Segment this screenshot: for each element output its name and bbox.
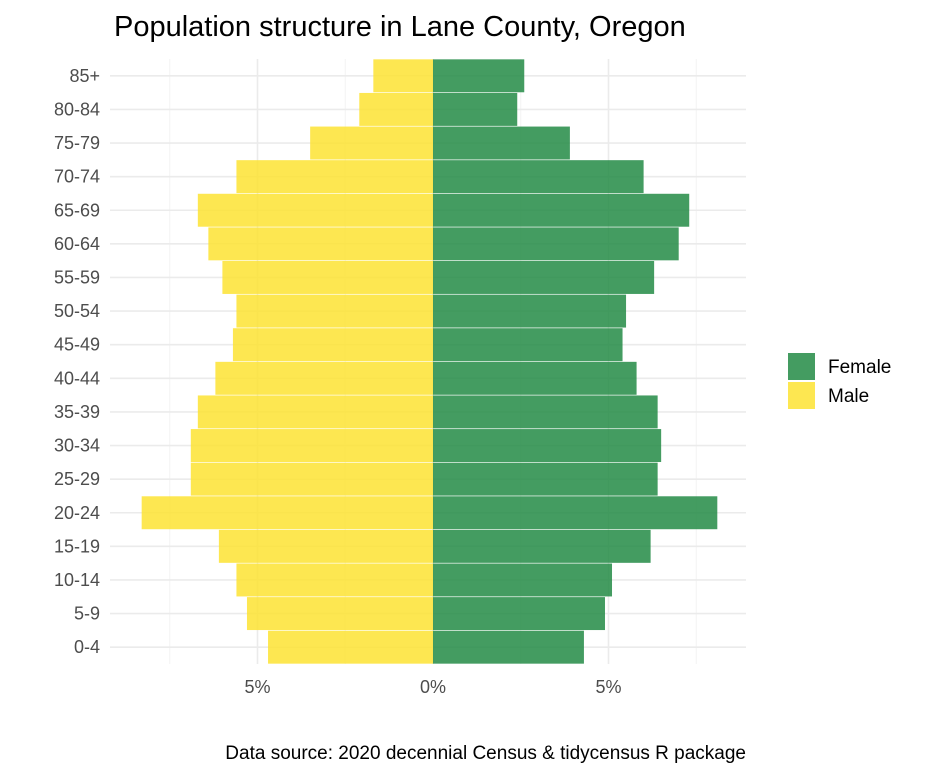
male-bar-85+ xyxy=(373,59,433,93)
y-tick-label: 70-74 xyxy=(54,167,100,187)
y-tick-label: 55-59 xyxy=(54,267,100,287)
male-bar-60-64 xyxy=(208,227,433,261)
y-tick-label: 0-4 xyxy=(74,637,100,657)
y-tick-label: 25-29 xyxy=(54,469,100,489)
y-tick-label: 45-49 xyxy=(54,335,100,355)
female-bar-45-49 xyxy=(433,328,623,362)
female-bar-25-29 xyxy=(433,462,658,496)
legend-key-female xyxy=(788,353,815,380)
legend-label-female: Female xyxy=(828,357,891,378)
male-bar-10-14 xyxy=(236,563,433,597)
y-tick-label: 50-54 xyxy=(54,301,100,321)
y-tick-label: 35-39 xyxy=(54,402,100,422)
bars xyxy=(141,59,718,664)
female-bar-35-39 xyxy=(433,395,658,429)
male-bar-75-79 xyxy=(310,126,433,160)
x-tick-label: 0% xyxy=(420,677,446,697)
male-bar-35-39 xyxy=(197,395,433,429)
male-bar-15-19 xyxy=(218,529,433,563)
chart-title: Population structure in Lane County, Ore… xyxy=(114,11,686,43)
male-bar-30-34 xyxy=(190,429,433,462)
y-tick-label: 30-34 xyxy=(54,436,100,456)
female-bar-80-84 xyxy=(433,92,518,126)
female-bar-70-74 xyxy=(433,160,644,194)
female-bar-60-64 xyxy=(433,227,679,261)
legend-key-male xyxy=(788,382,815,409)
y-tick-label: 60-64 xyxy=(54,234,100,254)
female-bar-5-9 xyxy=(433,597,605,631)
male-bar-65-69 xyxy=(197,193,433,227)
y-tick-label: 80-84 xyxy=(54,99,100,119)
legend: Female Male xyxy=(788,353,891,409)
legend-label-male: Male xyxy=(828,386,869,407)
male-bar-45-49 xyxy=(232,328,433,362)
male-bar-50-54 xyxy=(236,294,433,328)
male-bar-5-9 xyxy=(246,597,433,631)
male-bar-20-24 xyxy=(141,496,434,530)
chart-caption: Data source: 2020 decennial Census & tid… xyxy=(225,743,746,764)
female-bar-0-4 xyxy=(433,630,584,664)
female-bar-50-54 xyxy=(433,294,627,328)
female-bar-85+ xyxy=(433,59,525,93)
male-bar-0-4 xyxy=(268,630,433,664)
female-bar-30-34 xyxy=(433,429,662,462)
male-bar-25-29 xyxy=(190,462,433,496)
female-bar-40-44 xyxy=(433,361,637,395)
y-tick-label: 40-44 xyxy=(54,368,100,388)
female-bar-65-69 xyxy=(433,193,690,227)
male-bar-70-74 xyxy=(236,160,433,194)
y-tick-label: 75-79 xyxy=(54,133,100,153)
female-bar-15-19 xyxy=(433,529,651,563)
y-axis-tick-labels: 0-4 5-9 10-14 15-19 20-24 25-29 30-34 35-39 40-4… xyxy=(54,66,100,657)
y-tick-label: 85+ xyxy=(69,66,100,86)
female-bar-10-14 xyxy=(433,563,613,597)
female-bar-55-59 xyxy=(433,261,655,294)
female-bar-20-24 xyxy=(433,496,718,530)
x-axis-tick-labels: 5% 0% 5% xyxy=(244,677,621,697)
x-tick-label: 5% xyxy=(244,677,270,697)
y-tick-label: 10-14 xyxy=(54,570,100,590)
female-bar-75-79 xyxy=(433,126,570,160)
male-bar-55-59 xyxy=(222,261,433,294)
male-bar-80-84 xyxy=(359,92,433,126)
male-bar-40-44 xyxy=(215,361,433,395)
y-tick-label: 15-19 xyxy=(54,536,100,556)
y-tick-label: 20-24 xyxy=(54,503,100,523)
x-tick-label: 5% xyxy=(595,677,621,697)
y-tick-label: 65-69 xyxy=(54,200,100,220)
y-tick-label: 5-9 xyxy=(74,604,100,624)
